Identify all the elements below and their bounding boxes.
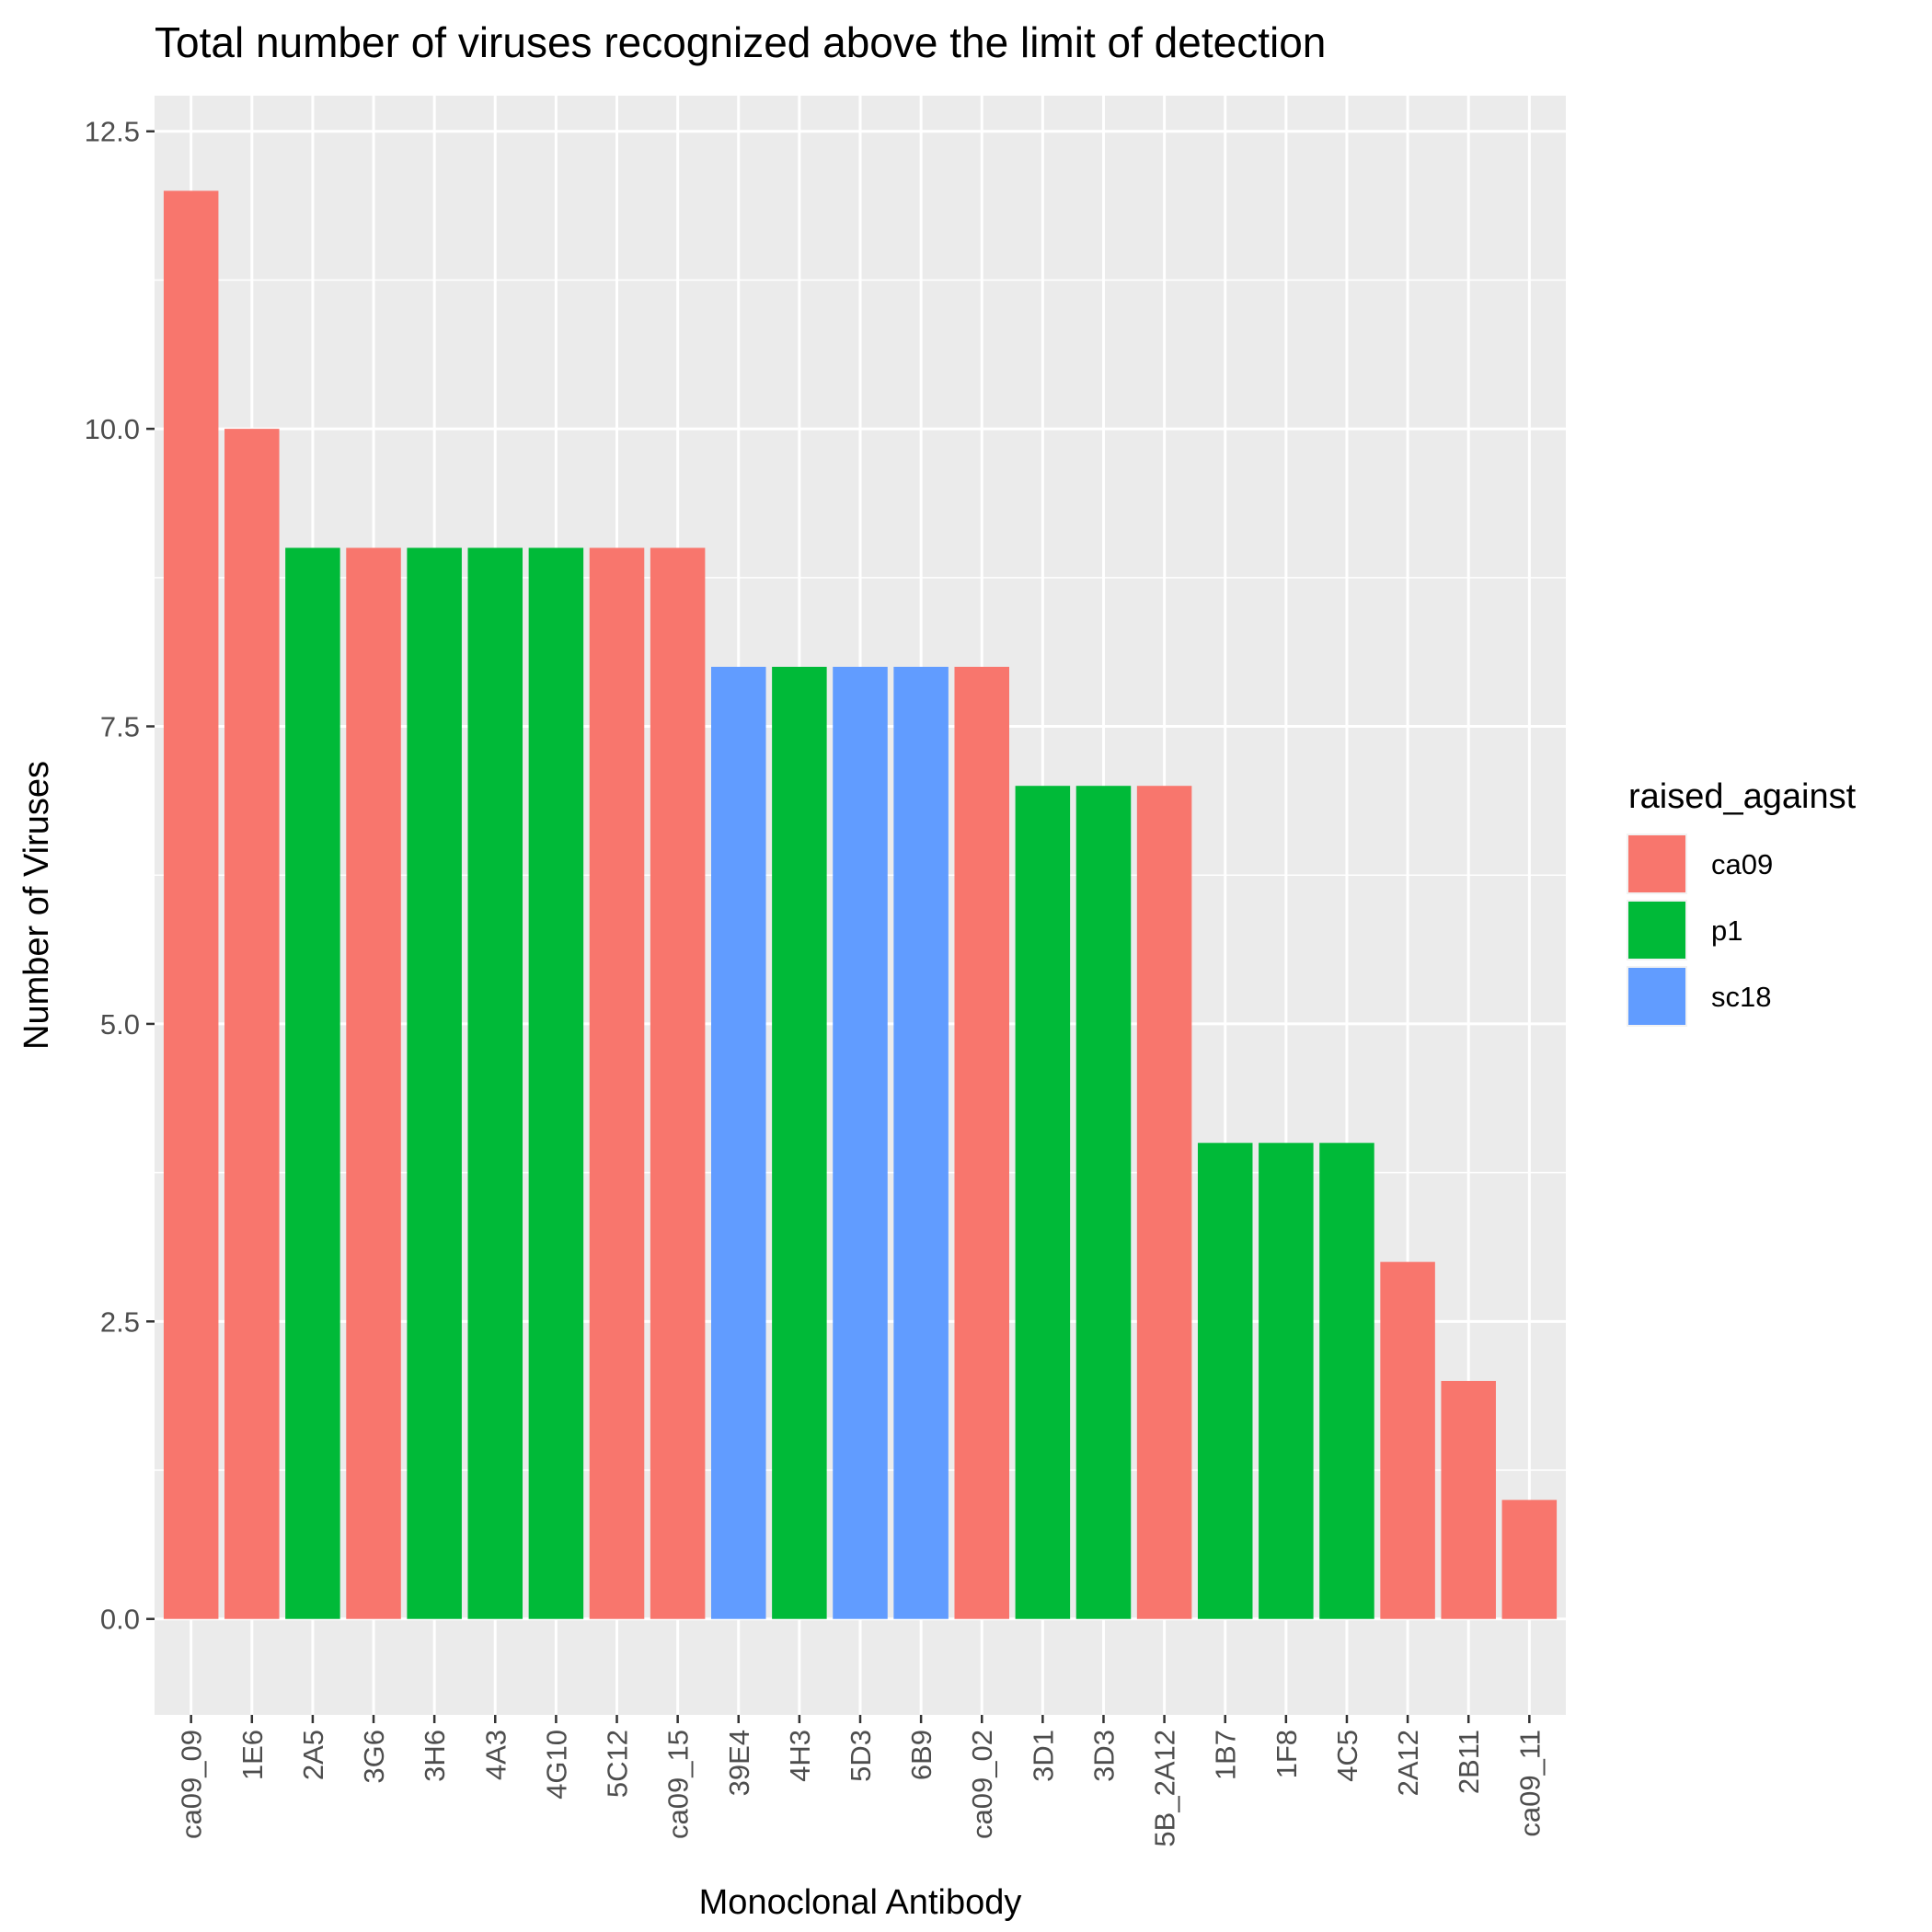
x-tick-label: 4A3 — [479, 1730, 512, 1780]
legend-label: p1 — [1711, 914, 1742, 947]
bar-3D3 — [1075, 786, 1132, 1619]
y-tick-label: 10.0 — [85, 413, 140, 445]
x-tick-label: ca09_09 — [176, 1730, 208, 1839]
bar-4G10 — [528, 547, 584, 1619]
x-tick-label: 4H3 — [784, 1730, 816, 1782]
legend-label: sc18 — [1711, 981, 1771, 1013]
bar-5B_2A12 — [1136, 786, 1192, 1619]
bar-1B7 — [1197, 1143, 1253, 1619]
bar-39E4 — [711, 666, 766, 1619]
x-tick-label: ca09_15 — [662, 1730, 695, 1839]
x-tick-label: 5D3 — [845, 1730, 877, 1782]
legend-label: ca09 — [1711, 848, 1773, 880]
x-tick-label: 3H6 — [419, 1730, 451, 1782]
chart-title: Total number of viruses recognized above… — [155, 18, 1326, 66]
x-axis-title: Monoclonal Antibody — [699, 1883, 1022, 1922]
bar-4A3 — [467, 547, 523, 1619]
bar-2A5 — [285, 547, 340, 1619]
bar-3G6 — [346, 547, 401, 1619]
legend: raised_against ca09 p1 sc18 — [1627, 777, 1857, 1027]
bar-5C12 — [589, 547, 645, 1619]
legend-swatch-p1 — [1628, 902, 1685, 959]
x-tick-label: 3G6 — [358, 1730, 390, 1784]
y-tick-label: 5.0 — [100, 1008, 140, 1041]
legend-swatch-sc18 — [1628, 968, 1685, 1025]
bar-2A12 — [1380, 1261, 1435, 1619]
bar-ca09_02 — [954, 666, 1009, 1619]
x-tick-label: ca09_02 — [966, 1730, 998, 1839]
bar-1E6 — [224, 429, 280, 1619]
x-tick-label: 5C12 — [602, 1730, 634, 1798]
y-tick-label: 2.5 — [100, 1305, 140, 1338]
legend-swatch-ca09 — [1628, 835, 1685, 892]
x-tick-label: 1E6 — [236, 1730, 269, 1780]
bar-ca09_15 — [650, 547, 706, 1619]
x-tick-label: ca09_11 — [1513, 1730, 1546, 1837]
y-tick-label: 0.0 — [100, 1604, 140, 1636]
bar-3D1 — [1015, 786, 1071, 1619]
x-tick-label: 39E4 — [723, 1730, 755, 1796]
legend-title: raised_against — [1628, 777, 1857, 816]
bar-1F8 — [1259, 1143, 1314, 1619]
bar-5D3 — [833, 666, 888, 1619]
bar-ca09_09 — [163, 190, 219, 1619]
bar-6B9 — [893, 666, 949, 1619]
bar-ca09_11 — [1501, 1500, 1558, 1619]
x-tick-label: 2A12 — [1392, 1730, 1424, 1796]
y-axis-title: Number of Viruses — [17, 761, 56, 1050]
bar-2B11 — [1441, 1381, 1496, 1619]
bar-3H6 — [407, 547, 462, 1619]
bars — [163, 190, 1558, 1619]
x-tick-label: 3D1 — [1027, 1730, 1059, 1782]
x-tick-label: 4G10 — [540, 1730, 572, 1800]
x-tick-label: 2B11 — [1453, 1730, 1485, 1794]
y-tick-label: 12.5 — [85, 116, 140, 148]
x-tick-label: 1B7 — [1210, 1730, 1242, 1780]
x-tick-label: 3D3 — [1087, 1730, 1120, 1782]
x-tick-label: 6B9 — [905, 1730, 937, 1780]
x-tick-label: 2A5 — [297, 1730, 329, 1780]
x-tick-label: 5B_2A12 — [1149, 1730, 1181, 1847]
x-tick-label: 1F8 — [1271, 1730, 1303, 1778]
x-tick-label: 4C5 — [1331, 1730, 1363, 1782]
x-axis: ca09_09 1E6 2A5 3G6 3H6 4A3 4G10 5C12 ca09_15 39E… — [176, 1715, 1546, 1847]
bar-4H3 — [772, 666, 827, 1619]
y-tick-label: 7.5 — [100, 711, 140, 743]
bar-4C5 — [1319, 1143, 1374, 1619]
y-axis: 0.0 2.5 5.0 7.5 10.0 12.5 — [85, 116, 155, 1636]
